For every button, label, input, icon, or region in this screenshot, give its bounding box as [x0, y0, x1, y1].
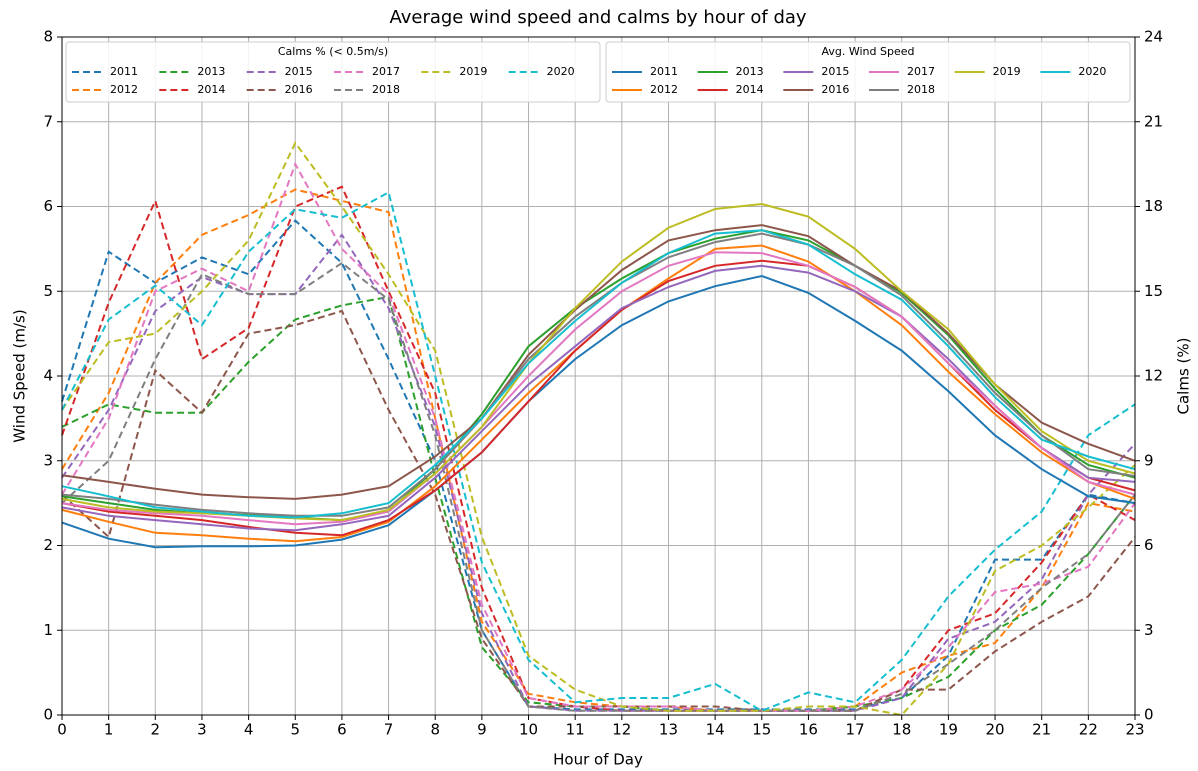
legend-label: 2019 [459, 65, 487, 78]
series-line [61, 185, 1136, 712]
y2-tick-label: 21 [1144, 112, 1163, 130]
series-line [61, 190, 1136, 712]
legend-label: 2013 [197, 65, 225, 78]
series-line [61, 233, 1136, 712]
y-tick-label: 5 [43, 282, 53, 300]
legend-label: 2011 [110, 65, 138, 78]
x-tick-label: 18 [892, 721, 911, 739]
legend-label: 2016 [285, 83, 313, 96]
x-tick-label: 17 [846, 721, 865, 739]
y-tick-label: 8 [43, 28, 53, 46]
y-tick-label: 2 [43, 536, 53, 554]
x-tick-label: 10 [519, 721, 538, 739]
x-tick-label: 9 [477, 721, 487, 739]
y2-tick-label: 0 [1144, 706, 1154, 724]
legend-title: Calms % (< 0.5m/s) [278, 45, 388, 58]
x-tick-label: 3 [197, 721, 207, 739]
y-tick-label: 6 [43, 197, 53, 215]
x-tick-label: 14 [706, 721, 725, 739]
series-line [61, 261, 1136, 712]
legend-frame [65, 41, 601, 103]
y2-axis-label: Calms (%) [1175, 338, 1193, 415]
legend-label: 2017 [372, 65, 400, 78]
y-tick-label: 4 [43, 367, 53, 385]
series-line [61, 232, 1136, 517]
y2-tick-label: 3 [1144, 621, 1154, 639]
legend-label: 2011 [650, 65, 678, 78]
y-axis-label: Wind Speed (m/s) [11, 309, 29, 442]
legend-label: 2014 [197, 83, 225, 96]
series-line [61, 161, 1136, 712]
legend-label: 2012 [110, 83, 138, 96]
series-line [61, 251, 1136, 526]
chart-title: Average wind speed and calms by hour of … [389, 7, 806, 28]
y2-tick-label: 9 [1144, 451, 1154, 469]
series-line [61, 229, 1136, 519]
legend-label: 2019 [993, 65, 1021, 78]
legend-label: 2015 [821, 65, 849, 78]
x-tick-label: 2 [151, 721, 161, 739]
y-tick-label: 7 [43, 112, 53, 130]
x-tick-label: 13 [659, 721, 678, 739]
y2-tick-label: 15 [1144, 282, 1163, 300]
x-tick-label: 16 [799, 721, 818, 739]
legend-label: 2014 [736, 83, 764, 96]
legend-label: 2012 [650, 83, 678, 96]
x-tick-label: 12 [612, 721, 631, 739]
y2-tick-label: 12 [1144, 367, 1163, 385]
legend-label: 2017 [907, 65, 935, 78]
x-tick-label: 19 [939, 721, 958, 739]
series-line [61, 274, 1136, 549]
legend-label: 2020 [1078, 65, 1106, 78]
series-line [61, 188, 1136, 712]
legend: Avg. Wind Speed 2011 2012 2013 2014 2015 2016 2… [605, 41, 1131, 103]
series-line [61, 295, 1136, 712]
y2-tick-label: 6 [1144, 536, 1154, 554]
legend-label: 2016 [821, 83, 849, 96]
x-tick-label: 1 [104, 721, 114, 739]
series-line [61, 140, 1136, 717]
y2-tick-label: 18 [1144, 197, 1163, 215]
y-tick-label: 3 [43, 451, 53, 469]
legend: Calms % (< 0.5m/s) 2011 2012 2013 2014 2015 20… [65, 41, 601, 103]
x-tick-label: 22 [1079, 721, 1098, 739]
legend-frame [605, 41, 1131, 103]
series-line [61, 224, 1136, 500]
x-tick-label: 20 [985, 721, 1004, 739]
legend-label: 2018 [372, 83, 400, 96]
y-tick-label: 0 [43, 706, 53, 724]
x-axis-label: Hour of Day [553, 751, 643, 769]
x-tick-label: 11 [566, 721, 585, 739]
x-tick-label: 0 [57, 721, 67, 739]
legend-label: 2015 [285, 65, 313, 78]
x-tick-label: 7 [384, 721, 394, 739]
y2-tick-label: 24 [1144, 28, 1163, 46]
legend-title: Avg. Wind Speed [822, 45, 915, 58]
series-line [61, 264, 1136, 532]
legend-label: 2020 [547, 65, 575, 78]
x-tick-label: 4 [244, 721, 254, 739]
x-tick-label: 21 [1032, 721, 1051, 739]
x-tick-label: 6 [337, 721, 347, 739]
legend-label: 2013 [736, 65, 764, 78]
x-tick-label: 23 [1125, 721, 1144, 739]
x-tick-label: 8 [430, 721, 440, 739]
x-tick-label: 5 [290, 721, 300, 739]
plot-frame [61, 36, 1136, 716]
x-tick-label: 15 [752, 721, 771, 739]
legend-label: 2018 [907, 83, 935, 96]
y-tick-label: 1 [43, 621, 53, 639]
